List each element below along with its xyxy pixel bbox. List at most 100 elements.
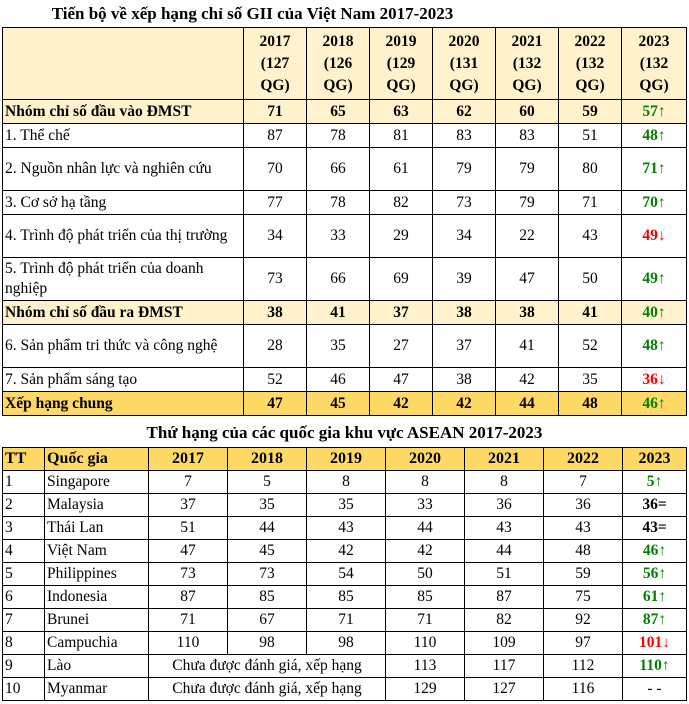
gii-rank-value: 82 bbox=[369, 190, 433, 215]
asean-rank-value: 97 bbox=[543, 631, 623, 655]
asean-rank-value: 43 bbox=[543, 516, 623, 540]
asean-country-name: Singapore bbox=[44, 470, 149, 494]
gii-rank-value: 47 bbox=[243, 391, 307, 416]
trend-value: 110↑ bbox=[639, 657, 670, 674]
asean-rank-value: 112 bbox=[543, 654, 623, 678]
asean-rank-number: 4 bbox=[2, 539, 45, 563]
asean-row: 9 Lào Chưa được đánh giá, xếp hạng 113 117 11… bbox=[2, 654, 687, 678]
gii-rank-value: 78 bbox=[306, 190, 370, 215]
asean-country-name: Thái Lan bbox=[44, 516, 149, 540]
asean-column-header: 2020 bbox=[385, 447, 465, 471]
asean-rank-value: 71 bbox=[148, 608, 228, 632]
gii-rank-value: 42 bbox=[432, 391, 496, 416]
trend-value: 36= bbox=[642, 496, 667, 513]
gii-table-body: Nhóm chỉ số đầu vào ĐMST 71 65 63 62 60 59 57↑ 1… bbox=[2, 99, 687, 416]
gii-rank-value: 50 bbox=[558, 257, 622, 301]
year-label: 2021 bbox=[511, 32, 543, 50]
asean-country-name: Myanmar bbox=[44, 677, 149, 701]
asean-rank-value: 44 bbox=[227, 516, 307, 540]
asean-rank-value: 87 bbox=[148, 585, 228, 609]
country-count-label: (132 QG) bbox=[639, 54, 669, 94]
asean-rank-value: 82 bbox=[464, 608, 544, 632]
trend-value: 87↑ bbox=[642, 611, 667, 628]
gii-2023-value: 46↑ bbox=[621, 391, 687, 416]
gii-rank-value: 44 bbox=[495, 391, 559, 416]
asean-table-head: TT Quốc gia 2017 2018 2019 2020 2021 2022 2023 bbox=[2, 447, 687, 471]
asean-rank-value: 98 bbox=[306, 631, 386, 655]
year-label: 2020 bbox=[448, 32, 480, 50]
country-count-label: (132 QG) bbox=[512, 54, 542, 94]
gii-row: 3. Cơ sở hạ tầng 77 78 82 73 79 71 70↑ bbox=[2, 190, 687, 215]
trend-value: 57↑ bbox=[642, 102, 666, 120]
asean-rank-value: 110 bbox=[148, 631, 228, 655]
asean-not-ranked-cell: Chưa được đánh giá, xếp hạng bbox=[148, 677, 386, 701]
gii-rank-value: 71 bbox=[243, 99, 307, 124]
gii-rank-value: 41 bbox=[306, 300, 370, 325]
asean-rank-value: 48 bbox=[543, 539, 623, 563]
asean-country-name: Indonesia bbox=[44, 585, 149, 609]
asean-rank-number: 6 bbox=[2, 585, 45, 609]
gii-corner-cell bbox=[2, 27, 244, 100]
asean-rank-number: 8 bbox=[2, 631, 45, 655]
gii-rank-value: 65 bbox=[306, 99, 370, 124]
gii-row: 1. Thể chế 87 78 81 83 83 51 48↑ bbox=[2, 123, 687, 148]
asean-rank-value: 51 bbox=[148, 516, 228, 540]
asean-rank-value: 44 bbox=[464, 539, 544, 563]
gii-row-label: 6. Sản phẩm tri thức và công nghệ bbox=[2, 324, 244, 368]
country-count-label: (131 QG) bbox=[449, 54, 479, 94]
asean-row: 8 Campuchia 110 98 98 110 109 97 101↓ bbox=[2, 631, 687, 655]
asean-rank-value: 44 bbox=[385, 516, 465, 540]
gii-rank-value: 60 bbox=[495, 99, 559, 124]
asean-rank-value: 117 bbox=[464, 654, 544, 678]
asean-rank-value: 73 bbox=[227, 562, 307, 586]
gii-rank-value: 48 bbox=[558, 391, 622, 416]
gii-2023-value: 49↑ bbox=[621, 257, 687, 301]
asean-rank-value: 85 bbox=[385, 585, 465, 609]
asean-column-header: Quốc gia bbox=[44, 447, 149, 471]
asean-rank-value: 43 bbox=[464, 516, 544, 540]
asean-row: 3 Thái Lan 51 44 43 44 43 43 43= bbox=[2, 516, 687, 540]
gii-row-label: 7. Sản phẩm sáng tạo bbox=[2, 367, 244, 392]
gii-2023-value: 48↑ bbox=[621, 324, 687, 368]
asean-rank-value: 47 bbox=[148, 539, 228, 563]
asean-rank-value: 92 bbox=[543, 608, 623, 632]
trend-value: 49↓ bbox=[642, 227, 666, 244]
year-label: 2022 bbox=[574, 32, 606, 50]
asean-rank-value: 109 bbox=[464, 631, 544, 655]
asean-country-name: Campuchia bbox=[44, 631, 149, 655]
gii-row: 7. Sản phẩm sáng tạo 52 46 47 38 42 35 36↓ bbox=[2, 367, 687, 392]
gii-row: Nhóm chỉ số đầu vào ĐMST 71 65 63 62 60 59 57↑ bbox=[2, 99, 687, 124]
gii-rank-value: 37 bbox=[432, 324, 496, 368]
asean-not-ranked-cell: Chưa được đánh giá, xếp hạng bbox=[148, 654, 386, 678]
country-count-label: (132 QG) bbox=[575, 54, 605, 94]
gii-rank-value: 38 bbox=[432, 300, 496, 325]
asean-2023-value: 5↑ bbox=[622, 470, 687, 494]
gii-2023-value: 49↓ bbox=[621, 214, 687, 258]
asean-country-name: Lào bbox=[44, 654, 149, 678]
gii-2023-value: 57↑ bbox=[621, 99, 687, 124]
gii-rank-value: 62 bbox=[432, 99, 496, 124]
gii-rank-value: 33 bbox=[306, 214, 370, 258]
gii-rank-value: 43 bbox=[558, 214, 622, 258]
gii-table-title: Tiến bộ về xếp hạng chỉ số GII của Việt … bbox=[51, 4, 454, 23]
gii-rank-value: 70 bbox=[243, 147, 307, 191]
asean-rank-value: 8 bbox=[385, 470, 465, 494]
asean-rank-value: 8 bbox=[464, 470, 544, 494]
asean-rank-value: 5 bbox=[227, 470, 307, 494]
gii-rank-value: 38 bbox=[432, 367, 496, 392]
asean-row: 5 Philippines 73 73 54 50 51 59 56↑ bbox=[2, 562, 687, 586]
gii-row-label: 2. Nguồn nhân lực và nghiên cứu bbox=[2, 147, 244, 191]
asean-rank-value: 67 bbox=[227, 608, 307, 632]
gii-rank-value: 34 bbox=[243, 214, 307, 258]
gii-rank-value: 66 bbox=[306, 147, 370, 191]
asean-row: 4 Việt Nam 47 45 42 42 44 48 46↑ bbox=[2, 539, 687, 563]
gii-rank-value: 83 bbox=[495, 123, 559, 148]
gii-rank-value: 42 bbox=[495, 367, 559, 392]
gii-rank-value: 87 bbox=[243, 123, 307, 148]
trend-value: 48↑ bbox=[642, 337, 666, 354]
asean-rank-value: 50 bbox=[385, 562, 465, 586]
gii-row-label: 4. Trình độ phát triển của thị trường bbox=[2, 214, 244, 258]
gii-2023-value: 70↑ bbox=[621, 190, 687, 215]
asean-rank-value: 36 bbox=[543, 493, 623, 517]
